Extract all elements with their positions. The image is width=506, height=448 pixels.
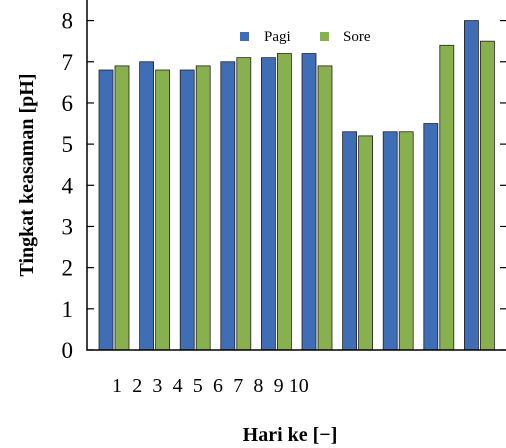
- x-tick-label-4: 4: [173, 375, 183, 397]
- bars-group: [98, 20, 495, 351]
- x-axis-title: Hari ke [−]: [243, 424, 338, 446]
- y-tick-label-2: 2: [62, 256, 74, 281]
- y-axis-ticks: 0 1 2 3 4 5 6 7 8: [62, 9, 506, 363]
- x-tick-label-2: 2: [132, 375, 142, 397]
- bar-sore-8: [398, 131, 414, 351]
- y-tick-label-8: 8: [62, 9, 74, 34]
- x-tick-label-6: 6: [213, 375, 223, 397]
- legend-label-pagi: Pagi: [264, 29, 291, 45]
- bar-sore-1: [114, 65, 130, 351]
- bar-pagi-6: [301, 53, 317, 351]
- x-tick-label-9: 9: [274, 375, 284, 397]
- x-axis-tick-labels: 1 2 3 4 5 6 7 8 9 10: [112, 375, 309, 397]
- bar-sore-9: [439, 44, 455, 351]
- bar-pagi-3: [179, 69, 195, 351]
- y-tick-label-0: 0: [62, 338, 74, 363]
- bar-pagi-9: [423, 123, 439, 351]
- bar-sore-7: [358, 135, 374, 351]
- x-tick-label-3: 3: [152, 375, 162, 397]
- x-tick-label-8: 8: [253, 375, 263, 397]
- y-tick-label-6: 6: [62, 91, 74, 116]
- bar-sore-5: [276, 53, 292, 351]
- bar-pagi-10: [463, 20, 479, 351]
- legend-swatch-pagi: [240, 32, 249, 41]
- bar-pagi-2: [139, 61, 155, 351]
- legend-label-sore: Sore: [343, 29, 371, 45]
- plot-frame: [86, 0, 506, 351]
- bar-pagi-1: [98, 69, 114, 351]
- y-tick-label-5: 5: [62, 132, 74, 157]
- bar-pagi-5: [260, 57, 276, 351]
- legend-swatch-sore: [320, 32, 329, 41]
- y-tick-label-7: 7: [62, 50, 74, 75]
- y-tick-label-1: 1: [62, 297, 74, 322]
- y-axis-title: Tingkat keasaman [pH]: [16, 73, 38, 276]
- bar-pagi-8: [382, 131, 398, 351]
- bar-pagi-7: [342, 131, 358, 351]
- bar-pagi-4: [220, 61, 236, 351]
- x-tick-label-1: 1: [112, 375, 122, 397]
- bar-sore-6: [317, 65, 333, 351]
- bar-sore-2: [155, 69, 171, 351]
- y-tick-label-3: 3: [62, 214, 74, 239]
- legend: Pagi Sore: [240, 29, 371, 45]
- bar-sore-3: [195, 65, 211, 351]
- bar-sore-4: [236, 57, 252, 351]
- x-tick-label-7: 7: [233, 375, 243, 397]
- x-tick-label-10: 10: [289, 375, 309, 397]
- bar-sore-10: [479, 40, 495, 351]
- x-tick-label-5: 5: [193, 375, 203, 397]
- y-tick-label-4: 4: [62, 173, 74, 198]
